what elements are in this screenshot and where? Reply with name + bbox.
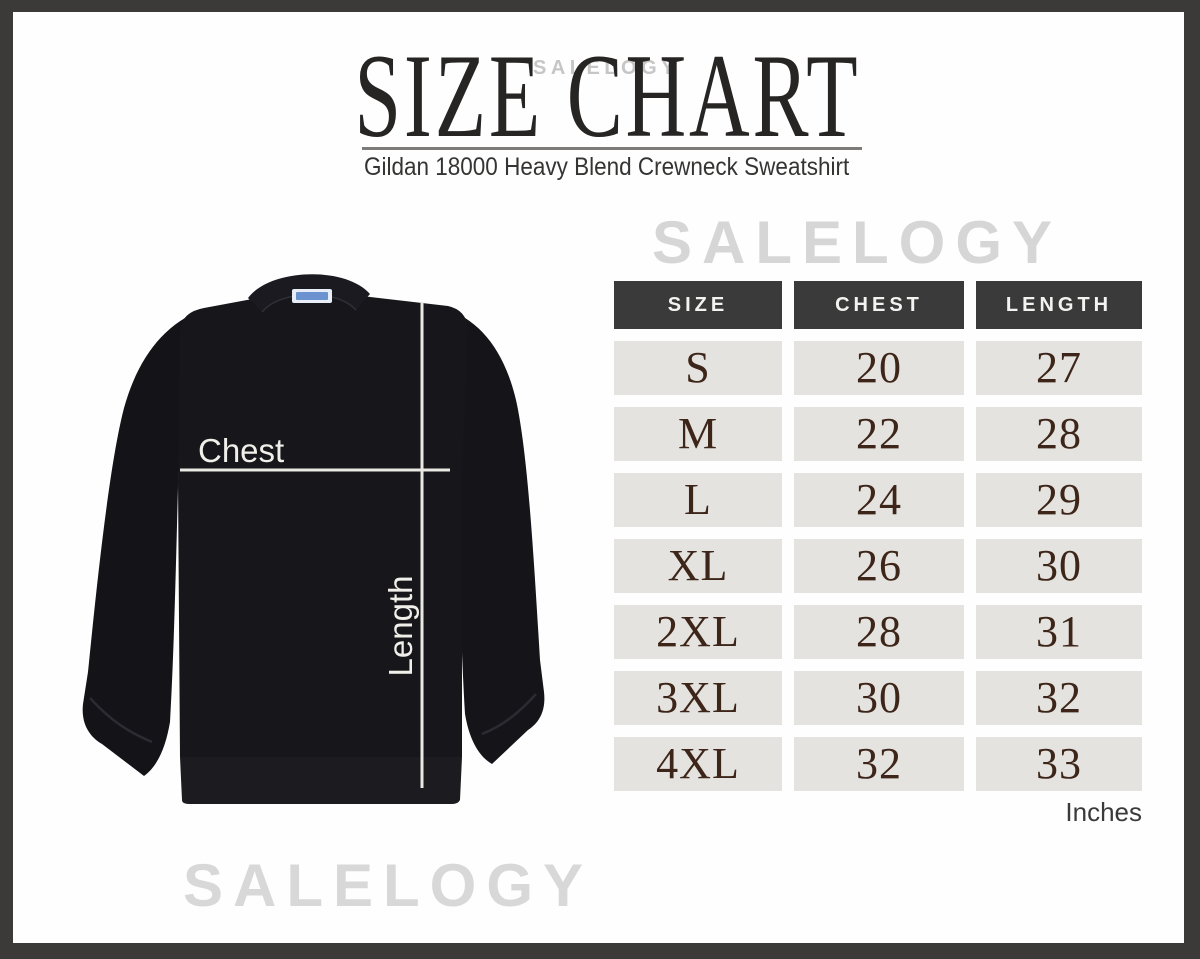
page-subtitle: Gildan 18000 Heavy Blend Crewneck Sweats… xyxy=(364,153,850,181)
length-cell: 31 xyxy=(976,605,1142,659)
length-cell: 33 xyxy=(976,737,1142,791)
size-table: SIZE CHEST LENGTH S 20 27 M 22 28 L 24 29 XL 26 30 2… xyxy=(614,281,1142,791)
chest-cell: 20 xyxy=(794,341,964,395)
page-title: SIZE CHART xyxy=(354,29,860,162)
title-underline xyxy=(362,147,862,150)
column-header-chest: CHEST xyxy=(794,281,964,329)
page-title-wrap: SIZE CHART xyxy=(0,36,1200,156)
size-cell: M xyxy=(614,407,782,461)
length-cell: 30 xyxy=(976,539,1142,593)
watermark-middle: SALELOGY xyxy=(652,209,1063,276)
column-header-size: SIZE xyxy=(614,281,782,329)
chest-cell: 32 xyxy=(794,737,964,791)
chest-cell: 24 xyxy=(794,473,964,527)
length-cell: 28 xyxy=(976,407,1142,461)
chest-cell: 22 xyxy=(794,407,964,461)
hem-band xyxy=(180,757,462,804)
page-subtitle-wrap: Gildan 18000 Heavy Blend Crewneck Sweats… xyxy=(0,152,1200,183)
left-sleeve xyxy=(82,310,202,776)
size-cell: XL xyxy=(614,539,782,593)
chest-cell: 28 xyxy=(794,605,964,659)
units-label: Inches xyxy=(1065,797,1142,827)
collar xyxy=(248,274,370,312)
torso xyxy=(178,287,468,757)
chest-label: Chest xyxy=(198,432,284,469)
length-cell: 27 xyxy=(976,341,1142,395)
chest-cell: 26 xyxy=(794,539,964,593)
size-cell: 3XL xyxy=(614,671,782,725)
size-cell: S xyxy=(614,341,782,395)
chest-cell: 30 xyxy=(794,671,964,725)
right-sleeve xyxy=(444,308,545,764)
watermark-bottom: SALELOGY xyxy=(183,852,594,919)
left-cuff xyxy=(89,697,153,744)
length-cell: 32 xyxy=(976,671,1142,725)
watermark-top: SALELOGY xyxy=(533,57,680,79)
length-label: Length xyxy=(382,576,419,677)
size-cell: 2XL xyxy=(614,605,782,659)
neck-tag-label xyxy=(296,292,328,300)
size-cell: L xyxy=(614,473,782,527)
length-cell: 29 xyxy=(976,473,1142,527)
column-header-length: LENGTH xyxy=(976,281,1142,329)
right-cuff xyxy=(481,693,537,736)
size-cell: 4XL xyxy=(614,737,782,791)
sweatshirt-illustration: Chest Length xyxy=(82,274,545,804)
